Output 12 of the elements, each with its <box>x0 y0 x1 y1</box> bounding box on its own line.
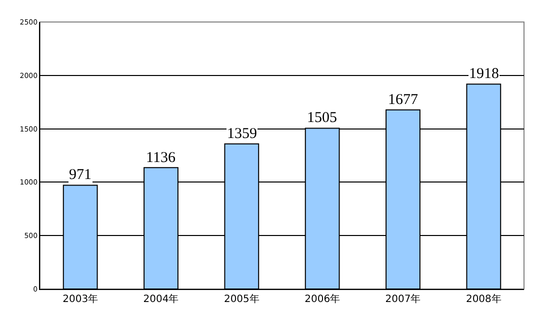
data-label: 1136 <box>146 150 176 166</box>
x-tick-label: 2004年 <box>143 293 179 305</box>
x-tick-label: 2008年 <box>466 293 502 305</box>
data-label: 1677 <box>388 92 418 108</box>
data-label: 1918 <box>469 66 499 82</box>
x-tick-label: 2006年 <box>304 293 340 305</box>
data-label: 1505 <box>307 110 337 126</box>
data-label: 971 <box>69 167 92 183</box>
x-tick-label: 2007年 <box>385 293 421 305</box>
x-tick-label: 2003年 <box>62 293 98 305</box>
x-tick-label: 2005年 <box>224 293 260 305</box>
data-label: 1359 <box>227 126 257 142</box>
